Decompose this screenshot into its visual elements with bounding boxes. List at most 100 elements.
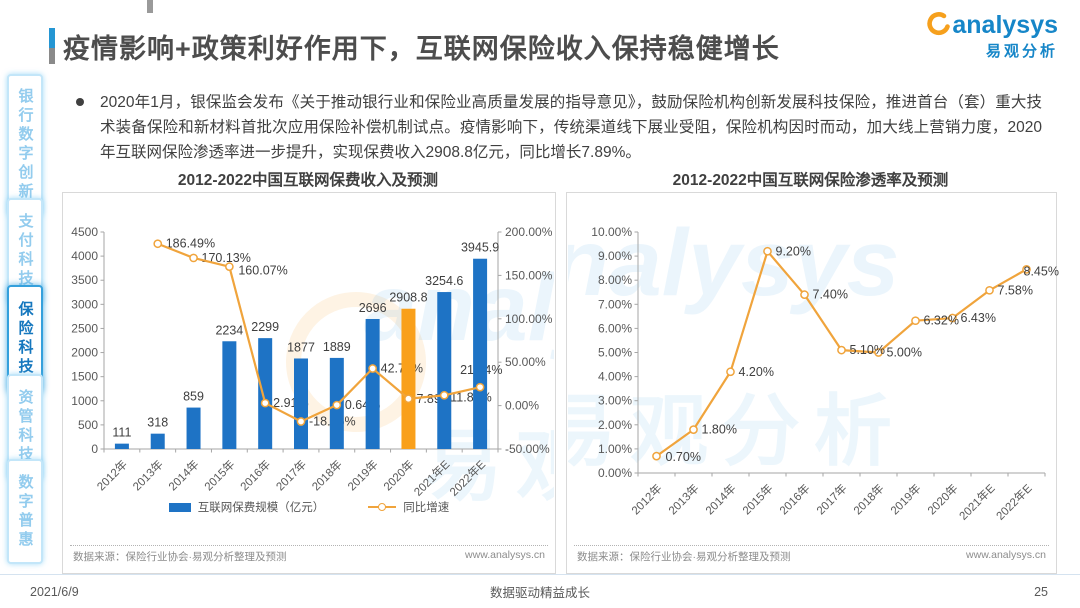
left-chart-source-row: 数据来源：保险行业协会·易观分析整理及预测 www.analysys.cn xyxy=(73,549,545,564)
svg-text:2000: 2000 xyxy=(71,346,98,360)
svg-text:2020年: 2020年 xyxy=(380,457,416,493)
svg-text:2500: 2500 xyxy=(71,321,98,335)
svg-text:2014年: 2014年 xyxy=(166,457,202,493)
svg-text:1.00%: 1.00% xyxy=(598,442,632,456)
bar-swatch-icon xyxy=(168,502,191,512)
svg-text:8.00%: 8.00% xyxy=(598,273,632,287)
svg-text:2016年: 2016年 xyxy=(776,481,812,517)
svg-text:4500: 4500 xyxy=(71,225,98,239)
logo-swoosh-icon xyxy=(923,10,951,41)
source-divider xyxy=(574,545,1049,546)
page-number: 25 xyxy=(1034,584,1048,599)
logo-wordmark: analysys xyxy=(952,11,1058,39)
legend-item-premium-scale: 互联网保费规模（亿元） xyxy=(168,499,325,515)
svg-text:7.40%: 7.40% xyxy=(813,288,848,302)
svg-text:6.00%: 6.00% xyxy=(598,321,632,335)
top-artifact-mark xyxy=(147,0,153,13)
page-title: 疫情影响+政策利好作用下，互联网保险收入保持稳健增长 xyxy=(63,34,780,64)
svg-text:2908.8: 2908.8 xyxy=(389,291,427,305)
sidebar-item-bank-digital-innovation[interactable]: 银行数字创新 xyxy=(7,74,43,216)
svg-text:10.00%: 10.00% xyxy=(591,225,632,239)
svg-text:0.00%: 0.00% xyxy=(598,466,632,480)
svg-text:0.00%: 0.00% xyxy=(505,399,539,413)
svg-text:500: 500 xyxy=(78,418,98,432)
svg-text:318: 318 xyxy=(147,416,168,430)
svg-text:859: 859 xyxy=(183,390,204,404)
svg-text:9.20%: 9.20% xyxy=(776,244,811,258)
svg-text:2021年E: 2021年E xyxy=(956,481,998,523)
analysys-site-link[interactable]: www.analysys.cn xyxy=(465,549,545,561)
svg-text:2021年E: 2021年E xyxy=(411,457,453,499)
svg-text:2020年: 2020年 xyxy=(924,481,960,517)
premium-income-chart: 0 500 1000 1500 2000 2500 3000 3500 4000 4500 200.… xyxy=(71,225,553,499)
sidebar-item-digital-inclusion[interactable]: 数字普惠 xyxy=(7,459,43,564)
svg-text:3500: 3500 xyxy=(71,273,98,287)
svg-text:2022年E: 2022年E xyxy=(993,481,1035,523)
svg-text:186.49%: 186.49% xyxy=(166,237,215,251)
title-accent-bar xyxy=(49,28,55,64)
penetration-rate-chart: 0.00% 1.00% 2.00% 3.00% 4.00% 5.00% 6.00% 7.00%… xyxy=(591,225,1059,523)
svg-text:2012年: 2012年 xyxy=(628,481,664,517)
svg-text:0.70%: 0.70% xyxy=(666,450,701,464)
svg-text:150.00%: 150.00% xyxy=(505,268,553,282)
svg-text:2013年: 2013年 xyxy=(130,457,166,493)
svg-text:2696: 2696 xyxy=(359,301,387,315)
left-chart-legend: 互联网保费规模（亿元） 同比增速 xyxy=(63,499,555,515)
svg-text:2015年: 2015年 xyxy=(739,481,775,517)
left-chart-title: 2012-2022中国互联网保费收入及预测 xyxy=(177,172,439,189)
source-divider xyxy=(70,545,548,546)
right-chart-source-row: 数据来源：保险行业协会·易观分析整理及预测 www.analysys.cn xyxy=(577,549,1046,564)
analysys-logo: analysys 易观分析 xyxy=(923,10,1058,59)
svg-text:2016年: 2016年 xyxy=(237,457,273,493)
svg-text:111: 111 xyxy=(112,426,131,440)
svg-text:2017年: 2017年 xyxy=(813,481,849,517)
svg-text:100.00%: 100.00% xyxy=(505,312,553,326)
svg-text:2234: 2234 xyxy=(215,323,243,337)
summary-text: 2020年1月，银保监会发布《关于推动银行业和保险业高质量发展的指导意见》，鼓励… xyxy=(100,94,1042,161)
svg-text:2019年: 2019年 xyxy=(887,481,923,517)
svg-text:8.45%: 8.45% xyxy=(1024,264,1059,278)
data-source-text: 数据来源：保险行业协会·易观分析整理及预测 xyxy=(577,551,791,563)
svg-text:200.00%: 200.00% xyxy=(505,225,553,239)
svg-text:1877: 1877 xyxy=(287,340,315,354)
svg-text:1500: 1500 xyxy=(71,370,98,384)
svg-text:2017年: 2017年 xyxy=(273,457,309,493)
line-swatch-icon xyxy=(368,503,397,511)
legend-label: 同比增速 xyxy=(403,502,450,514)
svg-text:6.43%: 6.43% xyxy=(961,311,996,325)
bullet-marker-icon xyxy=(76,98,84,106)
legend-label: 互联网保费规模（亿元） xyxy=(197,502,325,514)
footer-date: 2021/6/9 xyxy=(30,584,79,599)
svg-text:160.07%: 160.07% xyxy=(238,264,287,278)
analysys-site-link[interactable]: www.analysys.cn xyxy=(966,549,1046,561)
svg-text:4.00%: 4.00% xyxy=(598,370,632,384)
legend-item-growth-rate: 同比增速 xyxy=(368,499,449,515)
svg-text:4.20%: 4.20% xyxy=(739,365,774,379)
right-chart-title: 2012-2022中国互联网保险渗透率及预测 xyxy=(672,172,949,189)
svg-text:1000: 1000 xyxy=(71,394,98,408)
svg-text:2.00%: 2.00% xyxy=(598,418,632,432)
svg-text:6.32%: 6.32% xyxy=(924,314,959,328)
svg-text:1889: 1889 xyxy=(323,340,351,354)
svg-text:3254.6: 3254.6 xyxy=(425,274,463,288)
svg-text:2299: 2299 xyxy=(251,320,279,334)
svg-text:3000: 3000 xyxy=(71,297,98,311)
svg-text:50.00%: 50.00% xyxy=(505,355,546,369)
svg-text:2014年: 2014年 xyxy=(702,481,738,517)
penetration-rate-chart-panel: analysys 易观分析 0.00%1.00%2.00%3.00%4.00%5… xyxy=(566,192,1059,574)
svg-text:7.00%: 7.00% xyxy=(598,297,632,311)
logo-chinese-name: 易观分析 xyxy=(985,43,1058,60)
summary-bullet: 2020年1月，银保监会发布《关于推动银行业和保险业高质量发展的指导意见》，鼓励… xyxy=(76,90,1042,165)
svg-text:5.00%: 5.00% xyxy=(598,346,632,360)
svg-text:4000: 4000 xyxy=(71,249,98,263)
svg-text:2018年: 2018年 xyxy=(309,457,345,493)
svg-text:2022年E: 2022年E xyxy=(447,457,489,499)
svg-text:2018年: 2018年 xyxy=(850,481,886,517)
svg-text:170.13%: 170.13% xyxy=(202,251,251,265)
svg-text:0: 0 xyxy=(91,442,98,456)
svg-text:5.10%: 5.10% xyxy=(850,343,885,357)
footer-slogan: 数据驱动精益成长 xyxy=(489,586,590,600)
svg-text:1.80%: 1.80% xyxy=(702,423,737,437)
svg-text:2019年: 2019年 xyxy=(345,457,381,493)
